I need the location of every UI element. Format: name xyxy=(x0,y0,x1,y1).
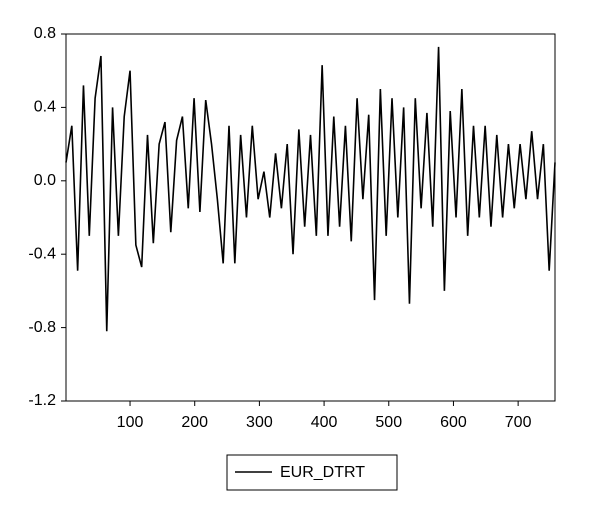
series-line xyxy=(65,46,556,332)
y-tick-label: -1.2 xyxy=(28,392,56,409)
y-tick-label: -0.8 xyxy=(28,319,56,336)
x-tick-label: 500 xyxy=(375,414,402,431)
x-tick-label: 600 xyxy=(440,414,467,431)
y-tick-label: 0.0 xyxy=(34,172,56,189)
y-tick-label: 0.4 xyxy=(34,99,56,116)
x-tick-label: 100 xyxy=(117,414,144,431)
x-tick-label: 300 xyxy=(246,414,273,431)
y-tick-label: -0.4 xyxy=(28,245,56,262)
x-tick-label: 200 xyxy=(181,414,208,431)
plot-frame xyxy=(65,33,556,402)
x-tick-label: 700 xyxy=(505,414,532,431)
x-tick-label: 400 xyxy=(311,414,338,431)
y-tick-label: 0.8 xyxy=(34,25,56,42)
legend-label: EUR_DTRT xyxy=(280,464,365,481)
